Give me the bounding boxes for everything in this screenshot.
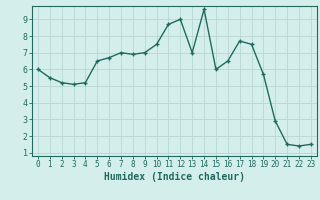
X-axis label: Humidex (Indice chaleur): Humidex (Indice chaleur) [104, 172, 245, 182]
